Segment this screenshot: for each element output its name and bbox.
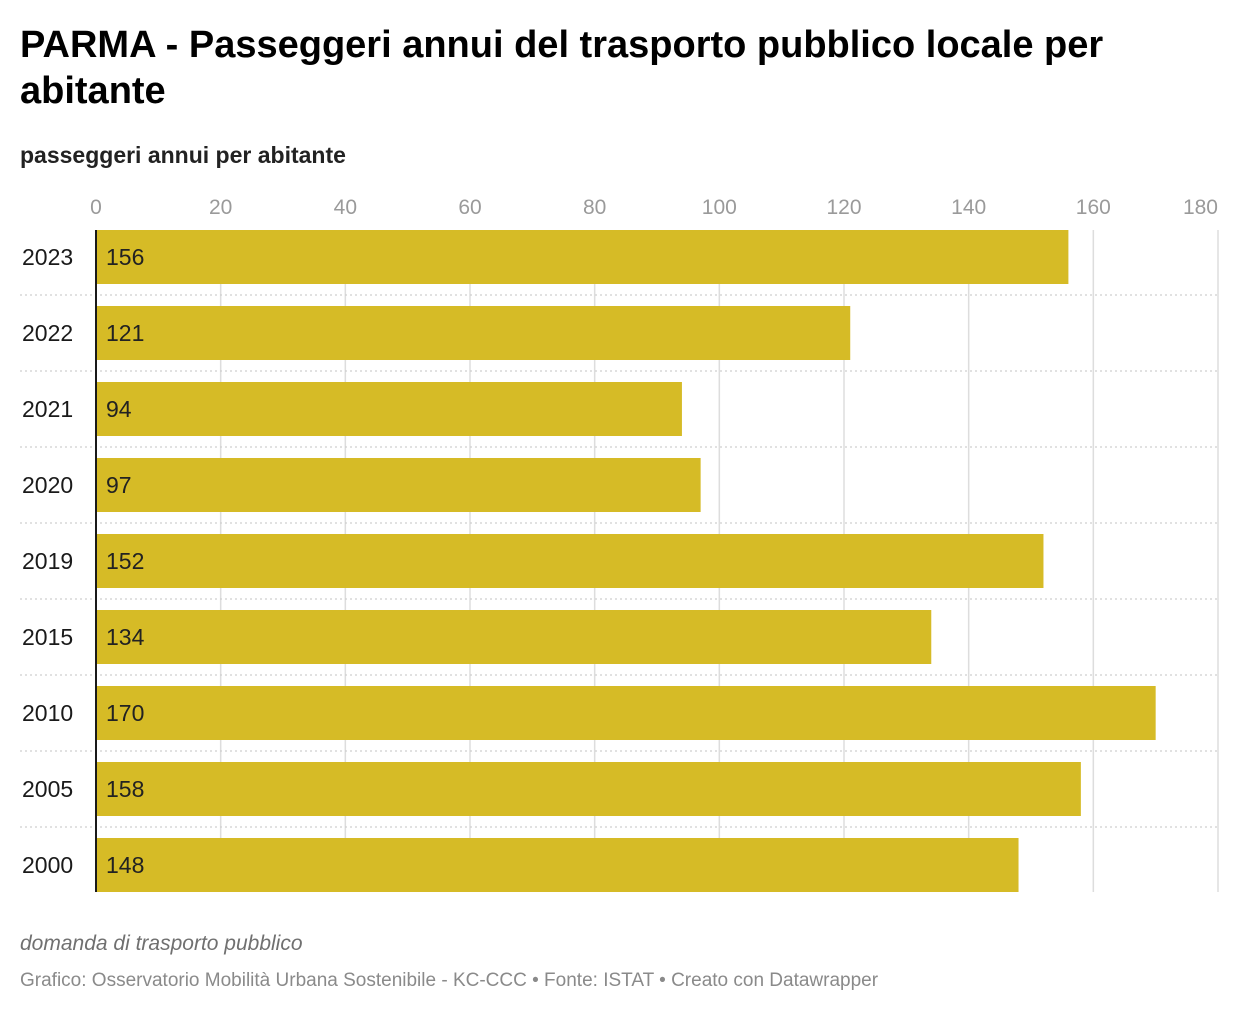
value-label: 121 [106, 320, 144, 346]
x-tick-label: 160 [1076, 196, 1111, 219]
x-tick-label: 180 [1183, 196, 1218, 219]
chart-note: domanda di trasporto pubblico [20, 932, 303, 955]
value-label: 156 [106, 244, 144, 270]
bar [96, 382, 682, 436]
x-tick-label: 80 [583, 196, 606, 219]
value-label: 152 [106, 548, 144, 574]
category-label: 2015 [22, 624, 73, 650]
category-label: 2022 [22, 320, 73, 346]
value-labels: 156 121 94 97 152 134 170 158 148 [106, 244, 145, 878]
bar [96, 306, 851, 360]
x-tick-label: 20 [209, 196, 232, 219]
bars [96, 230, 1156, 892]
value-label: 134 [106, 624, 145, 650]
bar [96, 458, 701, 512]
value-label: 94 [106, 396, 132, 422]
bar-chart: 0 20 40 60 80 100 120 140 160 180 202320222021202… [20, 196, 1219, 892]
x-tick-label: 140 [951, 196, 986, 219]
bar [96, 686, 1156, 740]
chart-title: PARMA - Passeggeri annui del trasporto p… [20, 24, 1104, 112]
category-label: 2021 [22, 396, 73, 422]
x-tick-label: 40 [334, 196, 357, 219]
category-label: 2000 [22, 852, 73, 878]
value-label: 170 [106, 700, 144, 726]
x-tick-label: 120 [826, 196, 861, 219]
chart-subtitle: passeggeri annui per abitante [20, 142, 346, 168]
bar [96, 762, 1081, 816]
category-label: 2020 [22, 472, 73, 498]
value-label: 148 [106, 852, 144, 878]
category-label: 2010 [22, 700, 73, 726]
x-tick-label: 0 [90, 196, 102, 219]
category-labels: 2023 2022 2021 2020 2019 2015 2010 2005 2000 [22, 244, 73, 878]
category-label: 2019 [22, 548, 73, 574]
value-label: 97 [106, 472, 132, 498]
bar [96, 534, 1044, 588]
x-axis-ticks: 0 20 40 60 80 100 120 140 160 180 [90, 196, 1218, 219]
category-label: 2005 [22, 776, 73, 802]
chart-footer: Grafico: Osservatorio Mobilità Urbana So… [20, 970, 879, 991]
bar [96, 838, 1019, 892]
category-label: 2023 [22, 244, 73, 270]
x-tick-label: 60 [458, 196, 481, 219]
bar [96, 230, 1069, 284]
bar [96, 610, 932, 664]
x-tick-label: 100 [702, 196, 737, 219]
value-label: 158 [106, 776, 144, 802]
